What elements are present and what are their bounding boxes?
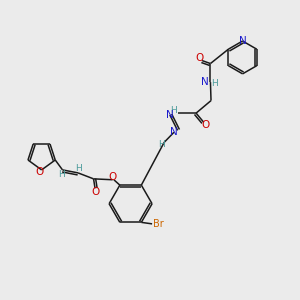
Text: O: O	[36, 167, 44, 177]
Text: N: N	[201, 77, 209, 87]
Text: H: H	[75, 164, 82, 173]
Text: O: O	[202, 120, 210, 130]
Text: O: O	[91, 187, 99, 197]
Text: O: O	[109, 172, 117, 182]
Text: H: H	[211, 80, 218, 88]
Text: H: H	[58, 169, 65, 178]
Text: O: O	[196, 53, 204, 64]
Text: Br: Br	[153, 219, 164, 229]
Text: N: N	[166, 110, 174, 120]
Text: H: H	[158, 140, 164, 149]
Text: N: N	[170, 127, 178, 137]
Text: H: H	[171, 106, 177, 115]
Text: N: N	[239, 36, 246, 46]
